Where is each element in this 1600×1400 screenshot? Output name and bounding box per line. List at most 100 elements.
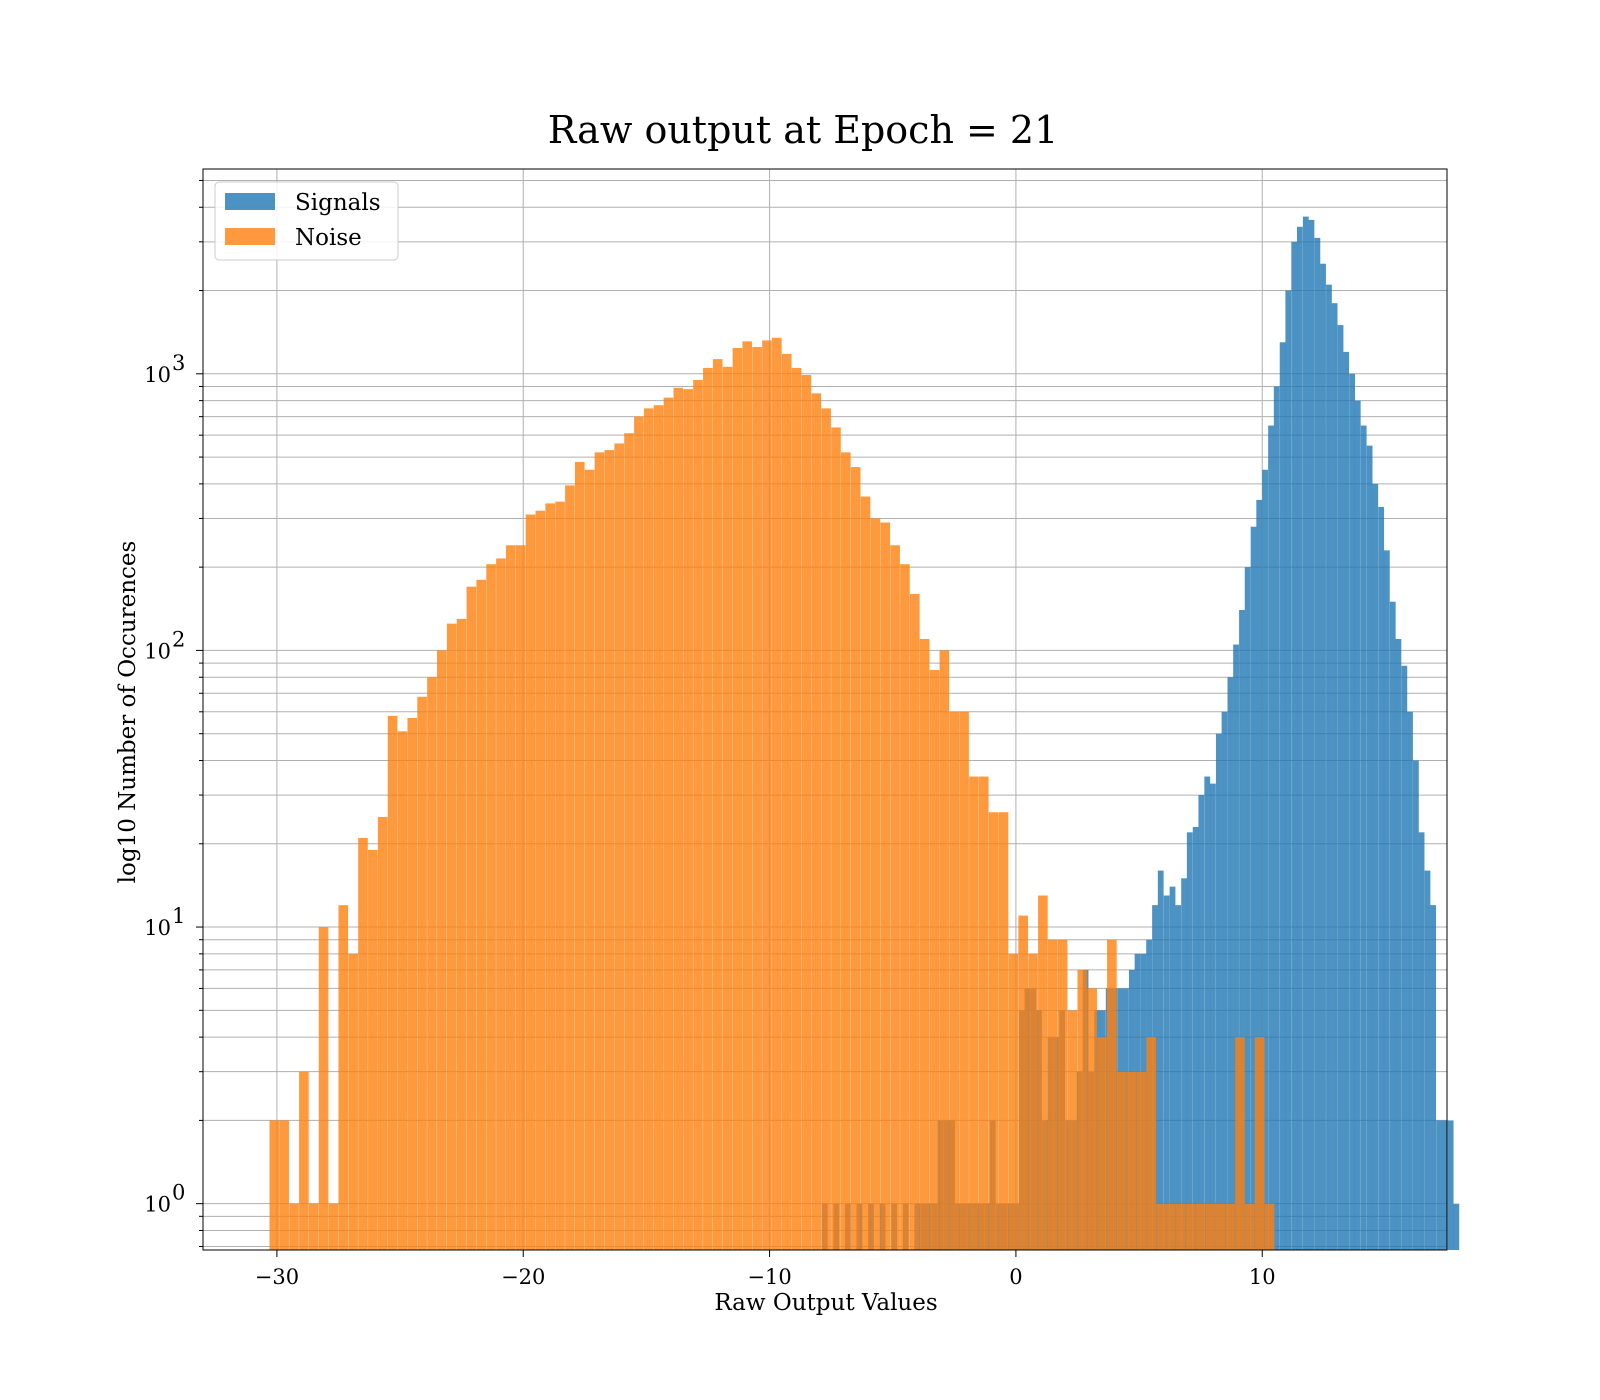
bar-noise (752, 346, 762, 1251)
bars (269, 216, 1460, 1251)
bar-noise (1215, 1203, 1226, 1250)
bar-noise (476, 579, 487, 1250)
bar-noise (643, 408, 654, 1250)
bar-signals (1430, 905, 1437, 1250)
bar-noise (358, 837, 368, 1250)
bar-noise (338, 905, 349, 1250)
legend-swatch-noise (225, 228, 275, 245)
bar-signals (1291, 241, 1298, 1250)
bar-signals (1320, 263, 1326, 1250)
bar-noise (318, 927, 329, 1250)
bar-noise (269, 1120, 280, 1250)
bar-noise (860, 496, 871, 1250)
bar-signals (1239, 610, 1245, 1250)
bar-noise (1008, 953, 1019, 1250)
chart-title: Raw output at Epoch = 21 (548, 108, 1059, 152)
bar-noise (1264, 1203, 1275, 1250)
bar-noise (791, 367, 802, 1251)
bar-noise (624, 433, 634, 1251)
y-tick-label: 10 (144, 639, 171, 663)
bar-noise (1107, 939, 1117, 1250)
bar-signals (1441, 1120, 1448, 1250)
bar-noise (742, 341, 753, 1250)
bar-signals (1244, 567, 1251, 1250)
bar-noise (289, 1203, 299, 1250)
bar-noise (456, 618, 467, 1250)
bar-noise (486, 564, 496, 1250)
bar-noise (1136, 1071, 1147, 1250)
y-tick-exponent: 2 (172, 627, 185, 651)
bar-signals (1372, 483, 1379, 1250)
bar-noise (732, 347, 743, 1251)
bar-signals (1314, 237, 1321, 1250)
bar-noise (841, 452, 851, 1250)
bar-signals (1192, 826, 1199, 1250)
bar-noise (909, 593, 920, 1250)
x-axis-label: Raw Output Values (714, 1290, 937, 1316)
bar-noise (653, 405, 664, 1250)
bar-signals (1308, 219, 1315, 1251)
bar-signals (1401, 665, 1408, 1250)
bar-noise (446, 623, 457, 1250)
bar-noise (969, 776, 979, 1250)
bar-signals (1349, 373, 1355, 1251)
y-axis-label: log10 Number of Occurences (115, 541, 141, 884)
y-tick-exponent: 1 (172, 904, 185, 928)
bar-noise (978, 776, 989, 1250)
bar-noise (703, 367, 713, 1251)
bar-noise (377, 816, 388, 1250)
bar-noise (368, 849, 378, 1250)
bar-noise (1205, 1203, 1216, 1250)
bar-signals (1181, 878, 1187, 1250)
bar-signals (1204, 776, 1211, 1250)
bar-noise (427, 677, 437, 1250)
bar-noise (348, 953, 358, 1250)
x-tick-label: −30 (255, 1265, 299, 1289)
bar-noise (574, 461, 585, 1250)
bar-noise (1166, 1203, 1176, 1250)
bar-noise (919, 638, 930, 1250)
bar-noise (1047, 939, 1058, 1250)
bar-signals (1413, 760, 1419, 1250)
y-tick-label: 10 (144, 1193, 171, 1217)
bar-noise (831, 427, 841, 1250)
bar-noise (437, 650, 447, 1250)
bar-noise (515, 545, 526, 1250)
x-tick-label: −20 (501, 1265, 545, 1289)
bar-noise (870, 518, 881, 1250)
bar-noise (496, 558, 506, 1250)
bar-signals (1302, 216, 1309, 1251)
legend-label-signals: Signals (295, 190, 381, 216)
x-tick-label: −10 (747, 1265, 791, 1289)
bar-noise (1254, 1037, 1265, 1250)
bar-signals (1407, 711, 1413, 1250)
bar-noise (417, 696, 427, 1250)
bar-noise (584, 469, 595, 1251)
bar-noise (998, 812, 1009, 1250)
bar-noise (397, 731, 408, 1250)
bar-noise (299, 1071, 309, 1250)
bar-noise (772, 337, 782, 1250)
bar-noise (407, 717, 418, 1250)
bar-signals (1256, 499, 1263, 1250)
bar-signals (1233, 644, 1239, 1250)
bar-signals (1453, 1203, 1460, 1250)
bar-noise (900, 564, 910, 1250)
bar-noise (1156, 1203, 1166, 1250)
bar-signals (1198, 795, 1205, 1250)
bar-signals (1366, 445, 1373, 1250)
bar-signals (1273, 386, 1280, 1250)
bar-signals (1250, 526, 1257, 1250)
bar-noise (604, 450, 615, 1251)
bar-noise (565, 485, 575, 1250)
bar-signals (1262, 469, 1269, 1251)
bar-noise (387, 715, 398, 1250)
bar-noise (821, 408, 831, 1250)
bar-noise (505, 545, 516, 1250)
bar-noise (1067, 1010, 1078, 1250)
bar-signals (1227, 677, 1234, 1250)
bar-signals (1378, 506, 1385, 1251)
legend: Signals Noise (214, 181, 399, 261)
bar-signals (1343, 351, 1350, 1251)
